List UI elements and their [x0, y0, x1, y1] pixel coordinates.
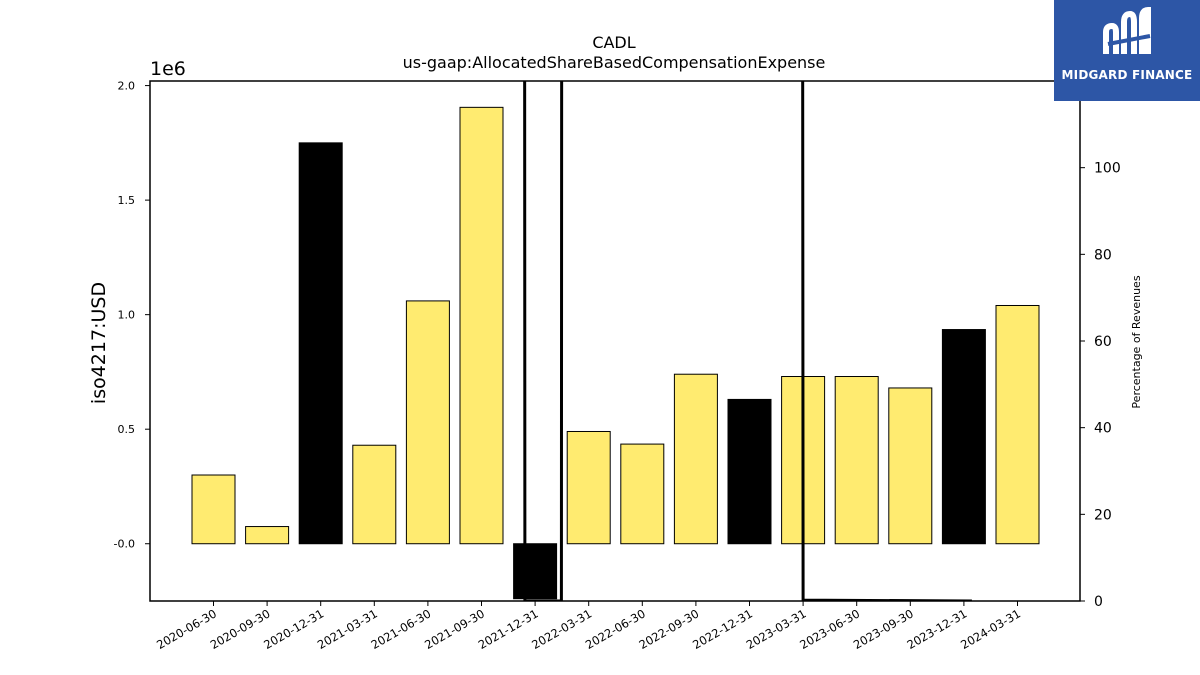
chart-title: CADL: [592, 33, 635, 52]
bar-2021-09-30: [459, 106, 504, 545]
y-tick-label: 0.5: [118, 423, 136, 436]
plot-frame: [149, 80, 1081, 602]
bar-2021-12-31: [513, 543, 558, 600]
bar-2024-03-31: [995, 304, 1040, 545]
chart-subtitle: us-gaap:AllocatedShareBasedCompensationE…: [403, 53, 826, 72]
logo-text: MIDGARD FINANCE: [1061, 68, 1193, 82]
x-tick-label: 2020-12-31: [261, 606, 326, 652]
x-tick-label: 2020-06-30: [154, 606, 219, 652]
brand-logo: MIDGARD FINANCE: [1054, 0, 1200, 101]
x-tick-label: 2021-03-31: [315, 606, 380, 652]
y-tick-label: -0.0: [114, 538, 135, 551]
percentage-line: [523, 81, 972, 601]
y-tick-label: 1.5: [118, 194, 136, 207]
bar-2020-09-30: [245, 526, 290, 545]
x-tick-label: 2024-03-31: [958, 606, 1023, 652]
y-tick-label: 1.0: [118, 309, 136, 322]
x-tick-label: 2022-06-30: [583, 606, 648, 652]
x-tick-label: 2023-09-30: [851, 606, 916, 652]
x-tick-label: 2021-09-30: [422, 606, 487, 652]
bar-2021-06-30: [405, 300, 450, 545]
bar-2023-09-30: [888, 387, 933, 545]
midgard-logo-icon: [1103, 6, 1151, 54]
x-tick-label: 2023-06-30: [797, 606, 862, 652]
y-offset-label: 1e6: [150, 58, 186, 80]
percentage-line-group: [523, 81, 972, 601]
y-axis-label: iso4217:USD: [88, 282, 110, 404]
y2-tick-label: 20: [1094, 507, 1112, 523]
y2-tick-label: 100: [1094, 161, 1121, 177]
x-tick-label: 2022-09-30: [637, 606, 702, 652]
y2-tick-label: 40: [1094, 421, 1112, 437]
y2-tick-label: 0: [1094, 594, 1103, 610]
bar-2023-06-30: [834, 376, 879, 545]
x-tick-label: 2020-09-30: [208, 606, 273, 652]
x-tick-label: 2022-12-31: [690, 606, 755, 652]
y2-tick-label: 80: [1094, 247, 1112, 263]
bar-2021-03-31: [352, 444, 397, 545]
bar-2022-06-30: [620, 443, 665, 545]
y-tick-label: 2.0: [118, 80, 136, 93]
bar-2020-06-30: [191, 474, 236, 545]
bar-2022-09-30: [673, 373, 718, 545]
x-tick-label: 2023-03-31: [744, 606, 809, 652]
bar-2022-03-31: [566, 430, 611, 545]
bar-group: [191, 106, 1040, 600]
bar-2022-12-31: [727, 398, 772, 545]
x-tick-label: 2021-12-31: [476, 606, 541, 652]
y2-tick-label: 60: [1094, 334, 1112, 350]
x-tick-label: 2022-03-31: [529, 606, 594, 652]
x-tick-label: 2021-06-30: [369, 606, 434, 652]
x-tick-label: 2023-12-31: [905, 606, 970, 652]
y2-axis-label: Percentage of Revenues: [1130, 275, 1143, 408]
bar-2023-12-31: [941, 329, 986, 545]
bar-2020-12-31: [298, 142, 343, 545]
